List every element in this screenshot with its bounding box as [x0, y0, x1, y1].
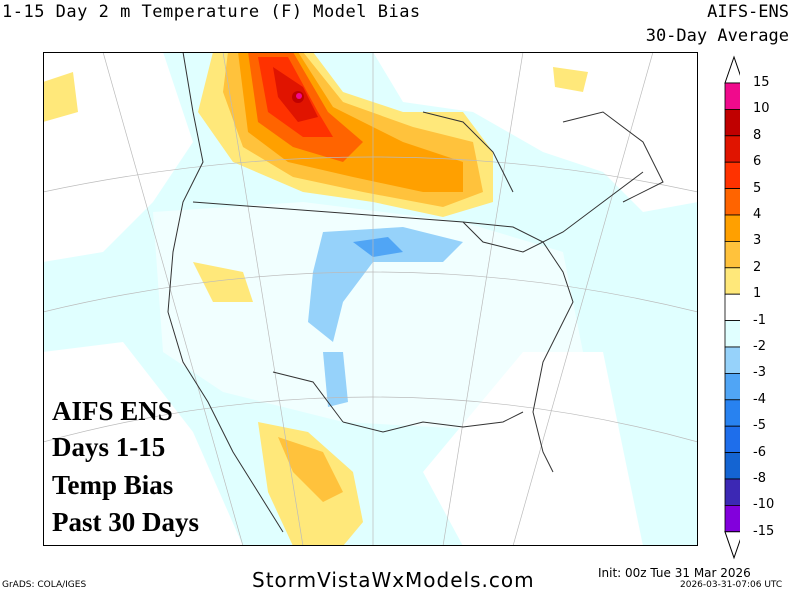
colorbar-label: 2: [753, 259, 762, 275]
colorbar-label: -15: [753, 523, 775, 539]
region-warm-8: [296, 93, 302, 99]
region-warm-hudson: [553, 67, 588, 92]
chart-title: 1-15 Day 2 m Temperature (F) Model Bias: [2, 2, 421, 22]
averaging-period: 30-Day Average: [645, 26, 789, 46]
region-cool-1: [308, 227, 463, 342]
colorbar-label: 5: [753, 180, 762, 196]
colorbar-swatch: [724, 452, 740, 480]
region-warm-west: [193, 262, 253, 302]
map-frame: [43, 52, 698, 546]
colorbar-swatch: [724, 240, 740, 269]
graticule: [43, 52, 698, 546]
coastlines: [167, 52, 664, 533]
colorbar-top-arrow: [724, 55, 740, 84]
colorbar-label: 15: [753, 75, 770, 90]
bias-map: [43, 52, 698, 546]
colorbar-label: 1: [753, 286, 762, 302]
overlay-line-4: Past 30 Days: [52, 507, 199, 537]
colorbar-label: -4: [753, 391, 766, 407]
colorbar-label: 10: [753, 101, 770, 117]
region-neutral-southwest: [43, 342, 243, 546]
colorbar-swatch: [724, 346, 740, 374]
colorbar-swatch: [724, 320, 740, 348]
colorbar-swatch: [724, 504, 740, 533]
colorbar-label: 6: [753, 154, 762, 170]
colorbar-label: -10: [753, 497, 775, 513]
colorbar-label: -6: [753, 444, 766, 460]
colorbar-label: 4: [753, 207, 762, 222]
colorbar-swatch: [724, 372, 740, 401]
site-name: StormVistaWxModels.com: [252, 568, 535, 592]
region-cool-3: [353, 237, 403, 257]
colorbar-swatch: [724, 425, 740, 454]
overlay-line-3: Temp Bias: [52, 470, 174, 500]
colorbar-swatch: [724, 214, 740, 242]
region-warm-pacific: [43, 72, 78, 122]
colorbar-label: -1: [753, 312, 766, 328]
overlay-line-2: Days 1-15: [52, 432, 166, 462]
colorbar-swatch: [724, 267, 740, 295]
colorbar-label: -5: [753, 418, 766, 434]
colorbar-swatch: [724, 399, 740, 427]
generated-timestamp: 2026-03-31-07:06 UTC: [680, 580, 783, 590]
colorbar-swatch: [724, 135, 740, 163]
colorbar-swatch: [724, 293, 740, 321]
colorbar-swatch: [724, 82, 740, 110]
region-neutral-gulf: [423, 352, 643, 546]
region-cool-2: [323, 352, 348, 407]
colorbar-label: -2: [753, 339, 766, 354]
colorbar-swatch: [724, 478, 740, 506]
colorbar: [724, 55, 740, 560]
colorbar-bottom-arrow: [724, 531, 740, 560]
colorbar-swatch: [724, 109, 740, 137]
colorbar-swatch: [724, 188, 740, 216]
colorbar-label: 8: [753, 127, 762, 143]
overlay-line-1: AIFS ENS: [52, 396, 173, 426]
model-name: AIFS-ENS: [707, 2, 789, 22]
region-neutral-northeast: [373, 52, 698, 212]
colorbar-label: -8: [753, 471, 766, 486]
region-warm-mexico-2: [278, 437, 343, 502]
colorbar-swatch: [724, 161, 740, 189]
region-neutral-west: [43, 52, 193, 262]
colorbar-label: -3: [753, 365, 766, 381]
init-time: Init: 00z Tue 31 Mar 2026: [598, 566, 751, 580]
colorbar-label: 3: [753, 233, 762, 249]
grads-credit: GrADS: COLA/IGES: [2, 580, 87, 590]
region-neutral-conus: [153, 202, 583, 432]
